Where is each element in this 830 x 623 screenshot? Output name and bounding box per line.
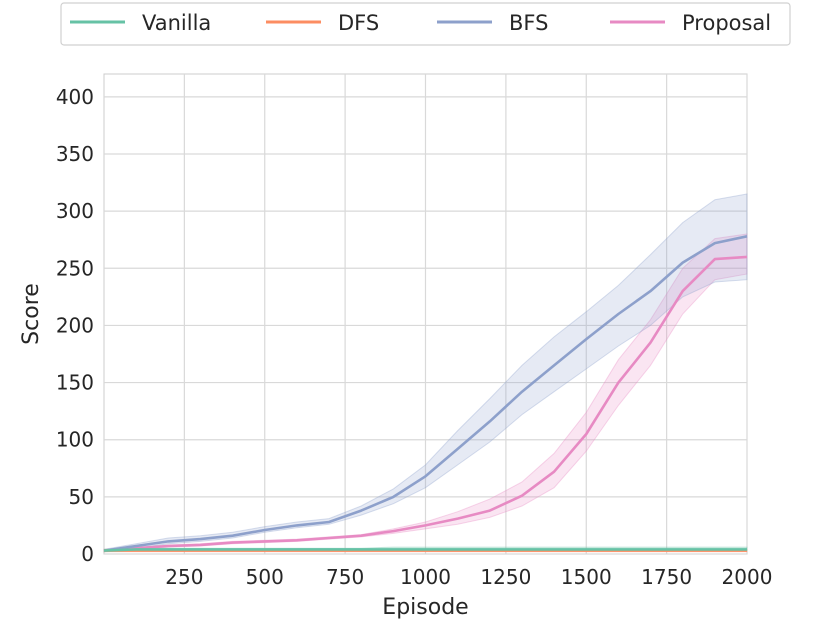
x-tick-label: 1250 <box>480 565 531 589</box>
y-tick-label: 350 <box>56 142 94 166</box>
proposal-line <box>103 255 748 552</box>
grid <box>104 74 748 555</box>
y-axis-label: Score <box>19 283 44 345</box>
y-tick-label: 0 <box>81 542 94 566</box>
legend: Vanilla DFS BFS Proposal <box>60 2 791 46</box>
x-tick-label: 1000 <box>400 565 451 589</box>
y-tick-label: 50 <box>69 485 94 509</box>
y-tick-label: 400 <box>56 85 94 109</box>
legend-label: Proposal <box>682 11 771 35</box>
y-tick-label: 100 <box>56 428 94 452</box>
legend-box <box>60 2 791 46</box>
legend-item-dfs: DFS <box>266 11 379 35</box>
legend-label: Vanilla <box>142 11 211 35</box>
vanilla-line <box>103 548 747 552</box>
x-tick-label: 250 <box>165 565 203 589</box>
legend-item-bfs: BFS <box>437 11 548 35</box>
x-tick-label: 500 <box>246 565 284 589</box>
x-axis-label: Episode <box>382 595 468 620</box>
x-tick-label: 2000 <box>722 565 773 589</box>
x-tick-label: 1750 <box>641 565 692 589</box>
y-tick-label: 250 <box>56 256 94 280</box>
y-tick-label: 200 <box>56 313 94 337</box>
bfs-line <box>103 235 748 552</box>
tick-labels: 250 500 750 1000 1250 1500 1750 2000 0 50 100 150 20… <box>56 85 773 589</box>
y-tick-label: 150 <box>56 371 94 395</box>
x-tick-label: 750 <box>326 565 364 589</box>
legend-label: DFS <box>338 11 379 35</box>
legend-label: BFS <box>509 11 548 35</box>
y-tick-label: 300 <box>56 199 94 223</box>
series-lines <box>103 235 748 552</box>
x-tick-label: 1500 <box>561 565 612 589</box>
bfs-band <box>103 193 748 553</box>
legend-item-vanilla: Vanilla <box>70 11 211 35</box>
legend-item-proposal: Proposal <box>610 11 771 35</box>
